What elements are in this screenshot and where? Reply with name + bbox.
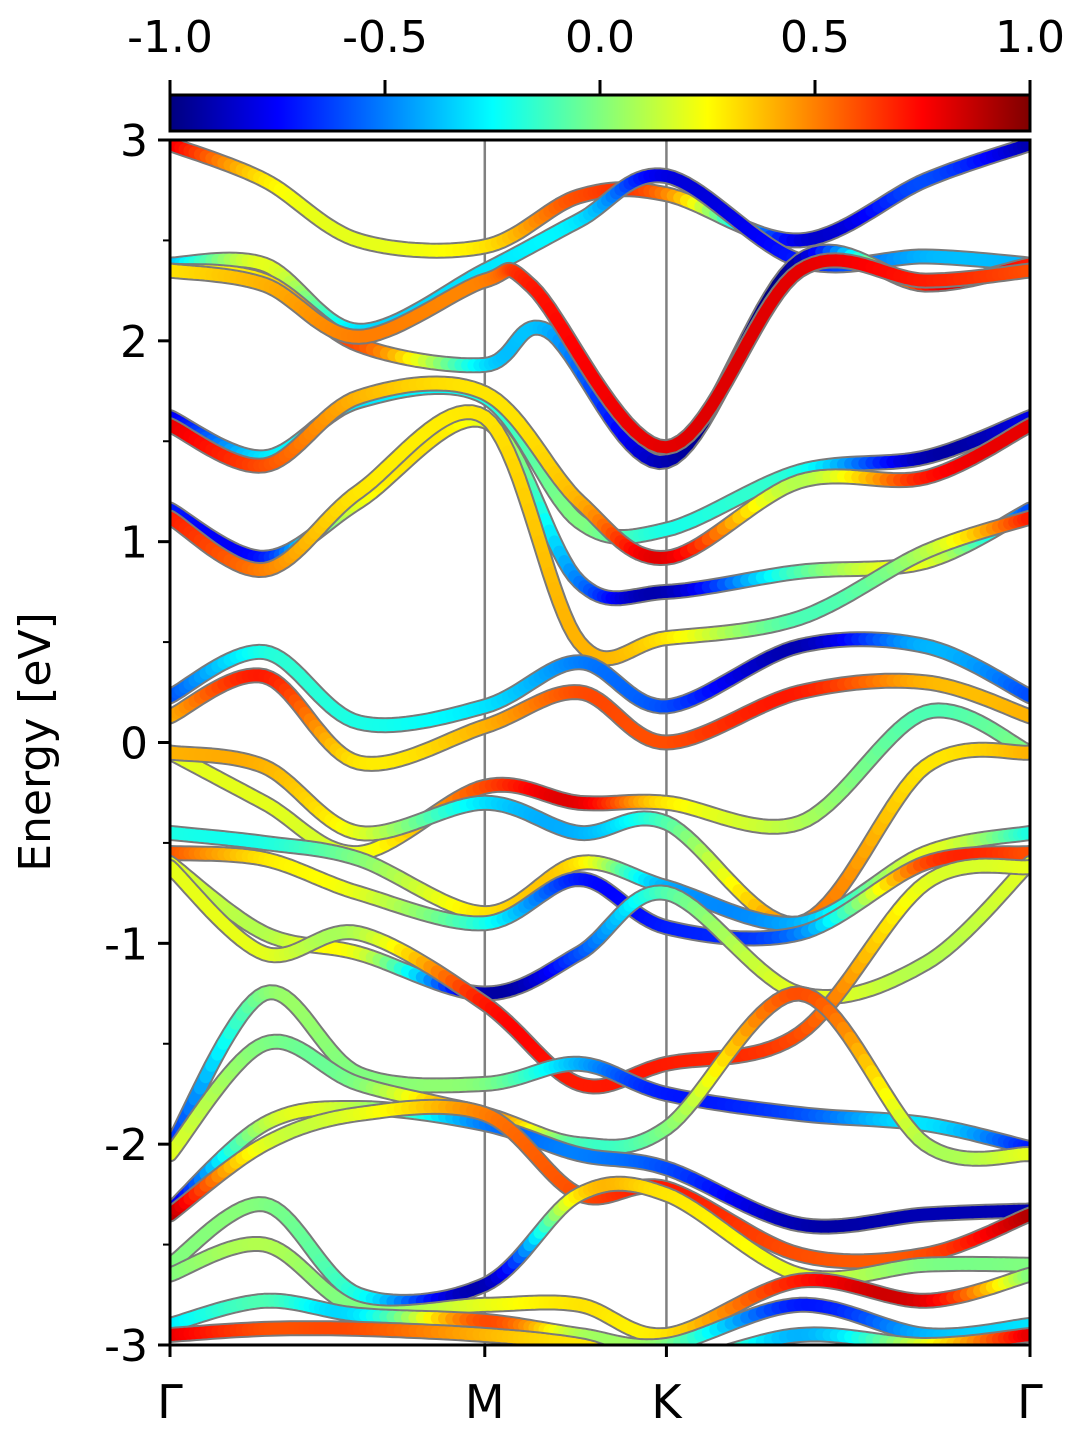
y-tick-label: -1	[104, 919, 148, 970]
y-tick-label: 0	[120, 719, 148, 770]
band-segment	[693, 1359, 700, 1361]
band-segment	[700, 1357, 707, 1359]
y-tick-label: 1	[120, 518, 148, 569]
band-segment	[616, 1356, 620, 1358]
y-axis-label: Energy [eV]	[10, 612, 61, 872]
band-23	[170, 1292, 1030, 1345]
x-tick-label: Γ	[1017, 1375, 1043, 1429]
band-segment	[583, 1341, 599, 1345]
colorbar-tick-label: -1.0	[127, 12, 213, 63]
y-tick-label: 2	[120, 317, 148, 368]
colorbar-tick-label: 0.0	[565, 12, 635, 63]
band-10	[170, 667, 1030, 772]
band-segment	[666, 1365, 672, 1366]
y-tick-label: -3	[104, 1321, 148, 1372]
band-segment	[649, 1365, 655, 1366]
band-segment	[673, 1364, 680, 1365]
band-22	[170, 1236, 1030, 1344]
x-tick-label: M	[465, 1375, 505, 1429]
band-8	[170, 404, 1030, 667]
band-6	[170, 375, 1030, 566]
band-segment	[612, 1354, 617, 1356]
band-13	[170, 824, 1030, 932]
band-segment	[728, 1344, 733, 1345]
band-segment	[620, 1358, 625, 1360]
band-segment	[630, 1361, 635, 1362]
colorbar-ticks: -1.0 -0.5 0.0 0.5 1.0	[127, 12, 1065, 95]
x-tick-label: Γ	[157, 1375, 183, 1429]
x-tick-label: K	[651, 1375, 683, 1429]
colorbar-tick-label: 1.0	[995, 12, 1065, 63]
colorbar-tick-label: 0.5	[780, 12, 850, 63]
colorbar-gradient	[168, 93, 1032, 133]
colorbar-tick-label: -0.5	[342, 12, 428, 63]
band-segment	[634, 1362, 639, 1363]
band-segment	[588, 1342, 602, 1345]
bands-group	[170, 140, 1030, 1366]
band-segment	[644, 1364, 649, 1365]
band-segment	[686, 1361, 693, 1363]
band-segment	[708, 1355, 716, 1357]
band-17	[170, 984, 1030, 1157]
band-1	[170, 140, 1030, 259]
y-tick-label: -2	[104, 1120, 148, 1171]
band-segment	[715, 1353, 723, 1355]
band-segment	[639, 1363, 644, 1364]
band-14	[170, 845, 1030, 947]
y-axis-ticks: -3 -2 -1 0 1 2 3	[104, 116, 170, 1372]
y-tick-label: 3	[120, 116, 148, 167]
band-12	[170, 741, 1030, 932]
band-segment	[728, 1342, 744, 1345]
band-9	[170, 631, 1030, 734]
band-segment	[607, 1353, 611, 1355]
band-4	[170, 252, 1030, 456]
plot-area: -3 -2 -1 0 1 2 3 Γ M K Γ	[104, 116, 1043, 1429]
colorbar: -1.0 -0.5 0.0 0.5 1.0	[127, 12, 1065, 133]
band-segment	[625, 1359, 630, 1360]
band-segment	[603, 1351, 607, 1353]
band-segment	[679, 1363, 686, 1364]
band-segment	[594, 1343, 603, 1345]
